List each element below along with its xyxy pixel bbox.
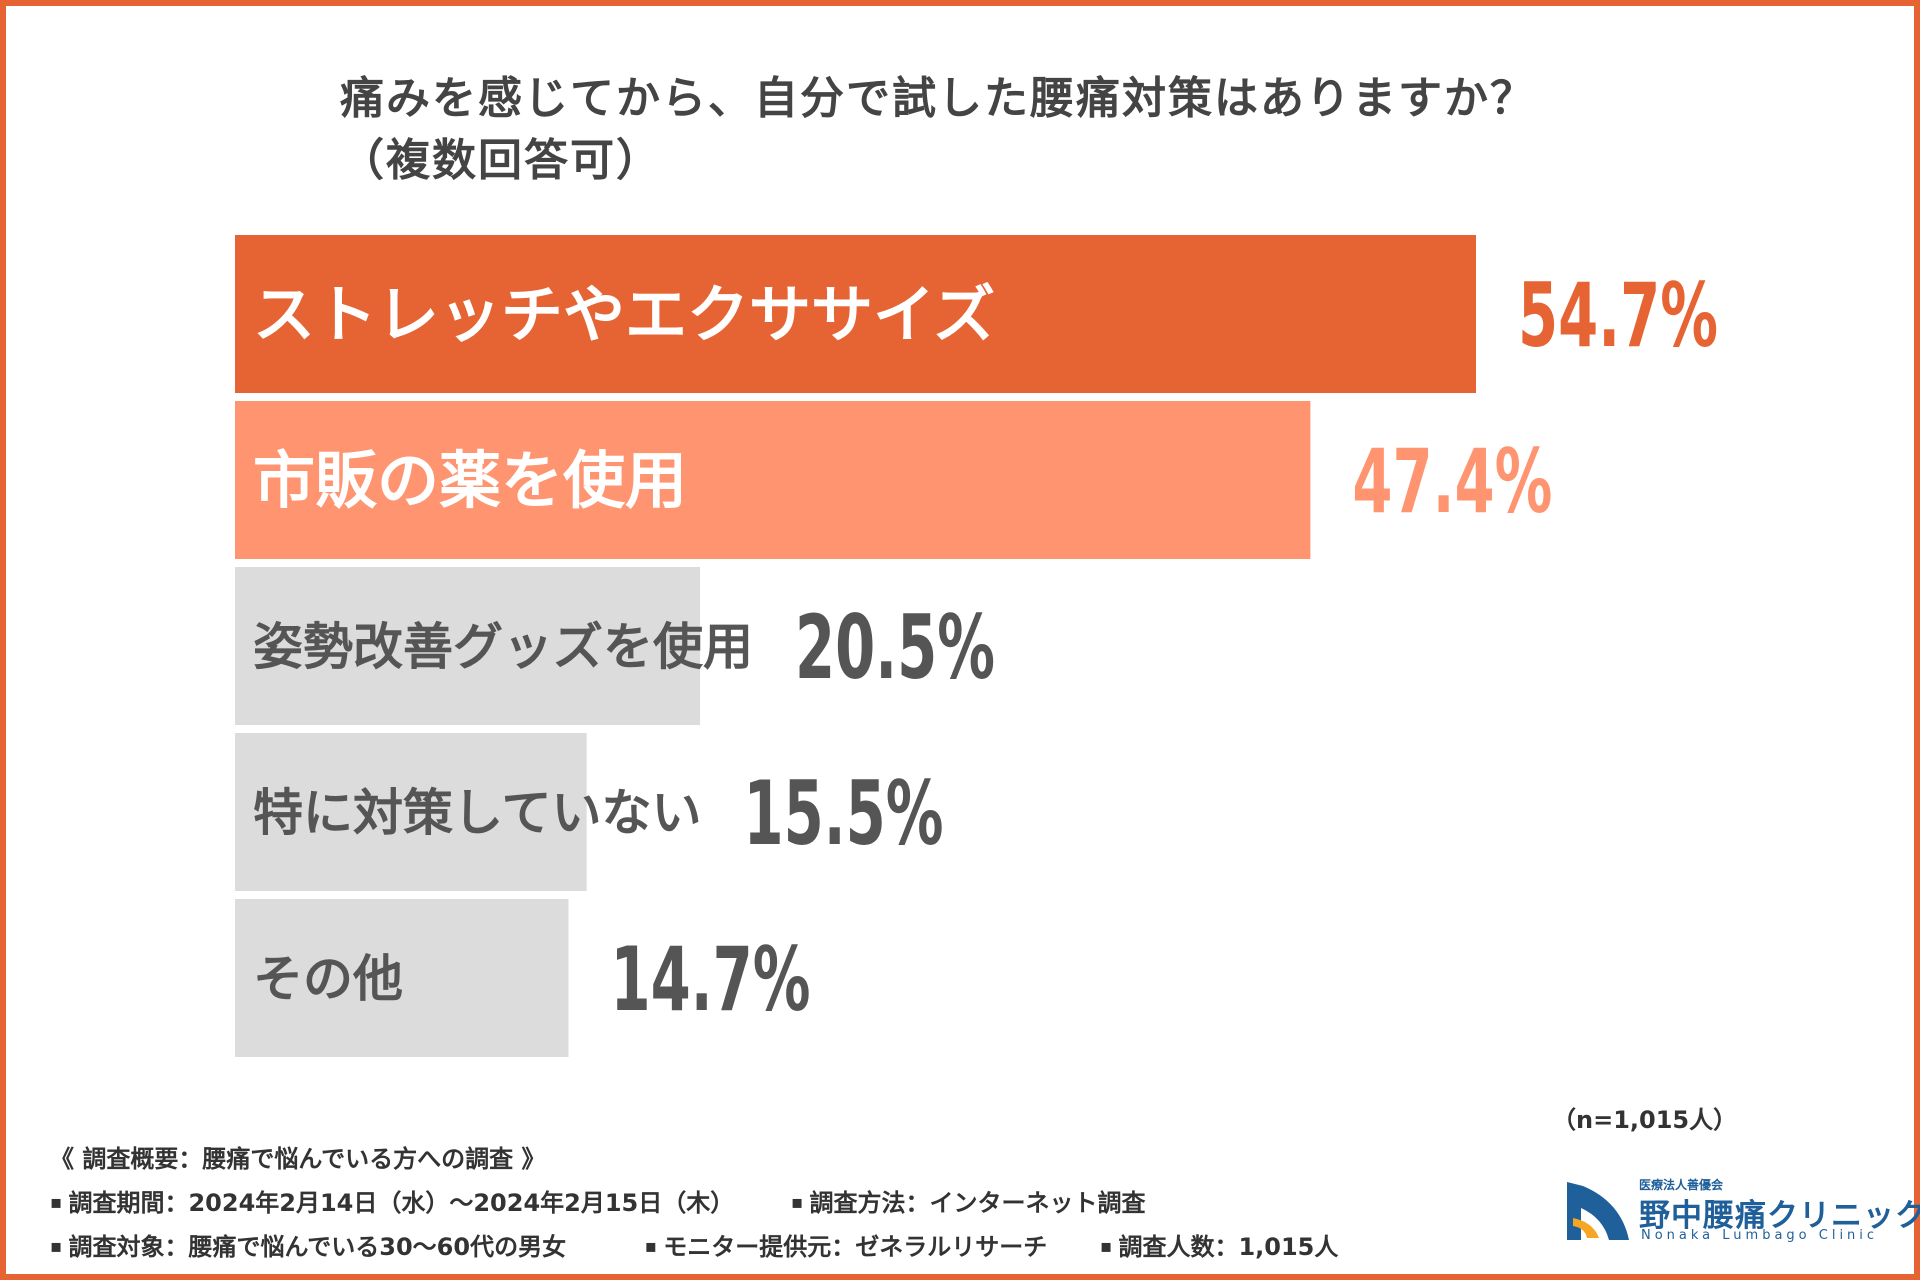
survey-overview: 《 調査概要：腰痛で悩んでいる方への調査 》 調査期間：2024年2月14日（水… [50,1138,1338,1269]
title-line-2: （複数回答可） [340,135,662,186]
bar-3 [235,567,701,725]
clinic-name: 野中腰痛クリニック [1639,1198,1920,1234]
survey-target: 調査対象：腰痛で悩んでいる30～60代の男女 [50,1225,566,1269]
clinic-name-en: Nonaka Lumbago Clinic [1641,1228,1879,1243]
survey-heading: 《 調査概要：腰痛で悩んでいる方への調査 》 [50,1145,546,1173]
bar-4 [235,733,587,891]
category-label-3: 姿勢改善グッズを使用 [253,618,753,676]
sample-size-note: （n=1,015人） [1552,1106,1738,1134]
value-label-3: 20.5% [795,596,995,699]
clinic-logo-icon [1567,1182,1629,1240]
category-label-5: その他 [253,950,403,1008]
clinic-corp-name: 医療法人善優会 [1639,1178,1724,1192]
clinic-logo: 医療法人善優会 野中腰痛クリニック Nonaka Lumbago Clinic [1563,1176,1920,1246]
survey-method: 調査方法：インターネット調査 [791,1181,1145,1225]
survey-period: 調査期間：2024年2月14日（水）～2024年2月15日（木） [50,1181,734,1225]
chart-title: 痛みを感じてから、自分で試した腰痛対策はありますか？ （複数回答可） [340,68,1536,192]
value-label-4: 15.5% [744,762,944,865]
category-label-1: ストレッチやエクササイズ [253,278,995,351]
category-label-4: 特に対策していない [253,784,702,842]
title-line-1: 痛みを感じてから、自分で試した腰痛対策はありますか？ [340,73,1536,124]
value-label-1: 54.7% [1518,264,1718,367]
survey-count: 調査人数：1,015人 [1100,1225,1338,1269]
value-label-5: 14.7% [611,928,811,1031]
bar-5 [235,899,569,1057]
value-label-2: 47.4% [1352,430,1552,533]
bar-2 [235,401,1311,559]
survey-provider: モニター提供元：ゼネラルリサーチ [645,1225,1047,1269]
bar-1 [235,235,1476,393]
category-label-2: 市販の薬を使用 [253,444,687,517]
